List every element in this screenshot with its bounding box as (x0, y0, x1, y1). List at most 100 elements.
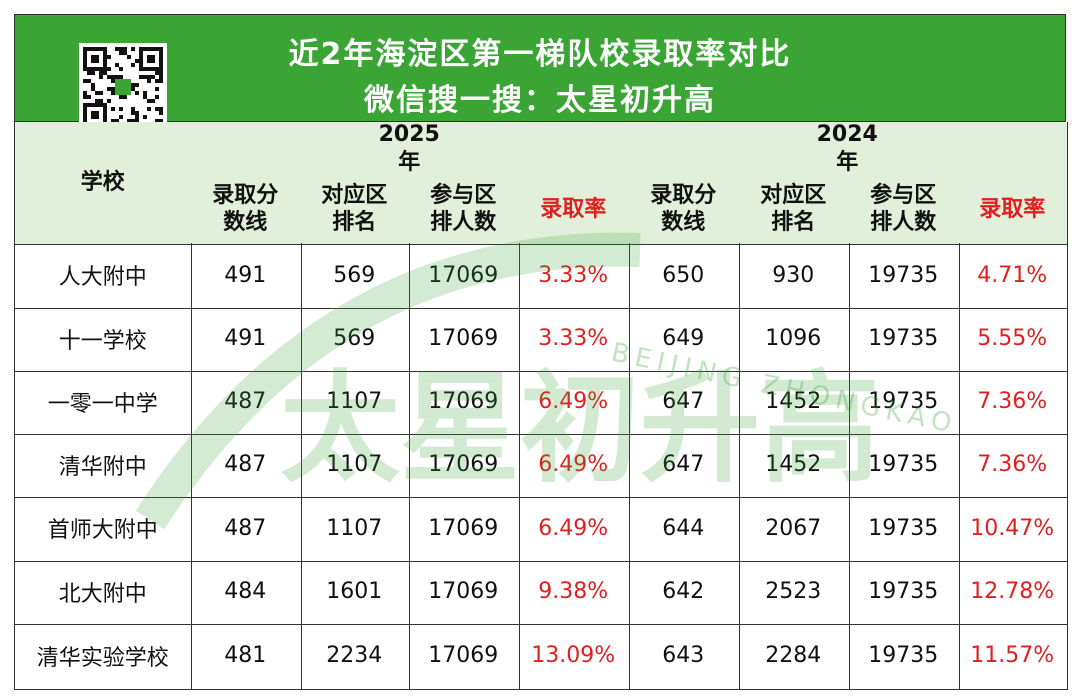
qr-cell (131, 87, 135, 91)
table-cell: 6.49% (518, 496, 630, 562)
table-cell: 3.33% (518, 243, 630, 309)
qr-cell (131, 47, 135, 51)
qr-cell (143, 75, 147, 79)
table-cell-text: 6.49% (538, 515, 609, 541)
table-cell: 4.71% (958, 243, 1068, 309)
qr-cell (151, 75, 155, 79)
table-cell: 650 (628, 243, 740, 309)
table-cell: 643 (628, 623, 740, 690)
table-cell-text: 19735 (868, 643, 939, 669)
school-name-text: 清华实验学校 (36, 645, 169, 671)
table-cell: 930 (738, 243, 850, 309)
column-header: 对应区排名 (300, 175, 410, 245)
table-cell-text: 12.78% (970, 579, 1055, 605)
table-cell-text: 10.47% (970, 515, 1055, 541)
qr-cell (135, 115, 139, 119)
table-cell: 642 (628, 560, 740, 625)
table-cell: 487 (190, 496, 302, 562)
table-cell: 491 (190, 307, 302, 372)
table-cell-text: 3.33% (538, 262, 609, 288)
table-cell-text: 17069 (428, 389, 499, 415)
column-header-text: 参与区排人数 (870, 182, 937, 236)
school-name-text: 十一学校 (58, 328, 147, 354)
table-cell-text: 7.36% (977, 389, 1048, 415)
table-cell-text: 1107 (326, 515, 383, 541)
table-cell-text: 491 (224, 262, 267, 288)
table-cell-text: 6.49% (538, 389, 609, 415)
school-name: 一零一中学 (14, 370, 192, 435)
table-cell-text: 487 (224, 389, 267, 415)
qr-cell (135, 111, 139, 115)
qr-cell (143, 95, 147, 99)
table-cell: 649 (628, 307, 740, 372)
column-header: 对应区排名 (738, 175, 850, 245)
qr-cell (107, 75, 111, 79)
table-cell: 19735 (848, 623, 960, 690)
table-cell-text: 17069 (428, 326, 499, 352)
table-cell: 487 (190, 433, 302, 498)
table-cell: 17069 (408, 307, 520, 372)
table-cell: 484 (190, 560, 302, 625)
table-cell-text: 481 (224, 643, 267, 669)
qr-cell (123, 95, 127, 99)
qr-cell (115, 79, 131, 95)
table-cell: 7.36% (958, 370, 1068, 435)
qr-cell (159, 119, 163, 123)
table-cell-text: 6.49% (538, 452, 609, 478)
table-cell: 19735 (848, 496, 960, 562)
qr-cell (155, 119, 159, 123)
qr-cell (119, 67, 123, 71)
qr-cell (115, 63, 119, 67)
qr-cell (155, 71, 159, 75)
table-cell-text: 647 (662, 452, 705, 478)
school-name-text: 首师大附中 (47, 518, 158, 544)
column-header: 录取率 (958, 175, 1068, 245)
table-cell: 17069 (408, 243, 520, 309)
table-cell: 1107 (300, 496, 410, 562)
table-cell: 19735 (848, 307, 960, 372)
qr-cell (135, 83, 139, 87)
table-cell-text: 1107 (326, 389, 383, 415)
qr-cell (111, 87, 115, 91)
column-header: 参与区排人数 (408, 175, 520, 245)
qr-cell (107, 55, 111, 59)
qr-cell (115, 119, 119, 123)
school-header-text: 学校 (80, 170, 125, 195)
qr-cell (119, 115, 123, 119)
qr-cell (159, 71, 163, 75)
qr-cell (119, 75, 123, 79)
table-cell-text: 9.38% (538, 579, 609, 605)
qr-cell (155, 107, 159, 111)
table-cell-text: 643 (662, 643, 705, 669)
qr-cell (119, 107, 123, 111)
table-cell: 7.36% (958, 433, 1068, 498)
year-header: 2024年 (628, 122, 1068, 177)
qr-cell (135, 59, 139, 63)
table-cell-text: 4.71% (977, 262, 1048, 288)
table-cell: 2067 (738, 496, 850, 562)
table-cell: 17069 (408, 496, 520, 562)
table-cell: 6.49% (518, 433, 630, 498)
qr-cell (143, 91, 147, 95)
table-cell: 644 (628, 496, 740, 562)
table-cell-text: 1452 (765, 389, 822, 415)
column-header: 录取率 (518, 175, 630, 245)
table-cell-text: 2523 (765, 579, 822, 605)
qr-cell (115, 47, 119, 51)
qr-cell (147, 99, 151, 103)
qr-cell (127, 55, 131, 59)
subtitle: 微信搜一搜：太星初升高 (364, 83, 716, 118)
qr-cell (159, 111, 163, 115)
qr-cell (107, 67, 111, 71)
school-name: 清华附中 (14, 433, 192, 498)
qr-cell (147, 55, 155, 63)
qr-cell (83, 79, 87, 83)
table-cell-text: 19735 (868, 262, 939, 288)
table-cell: 3.33% (518, 307, 630, 372)
table-cell-text: 17069 (428, 452, 499, 478)
table-cell: 11.57% (958, 623, 1068, 690)
table-cell-text: 1096 (765, 326, 822, 352)
qr-cell (131, 63, 135, 67)
school-name: 十一学校 (14, 307, 192, 372)
